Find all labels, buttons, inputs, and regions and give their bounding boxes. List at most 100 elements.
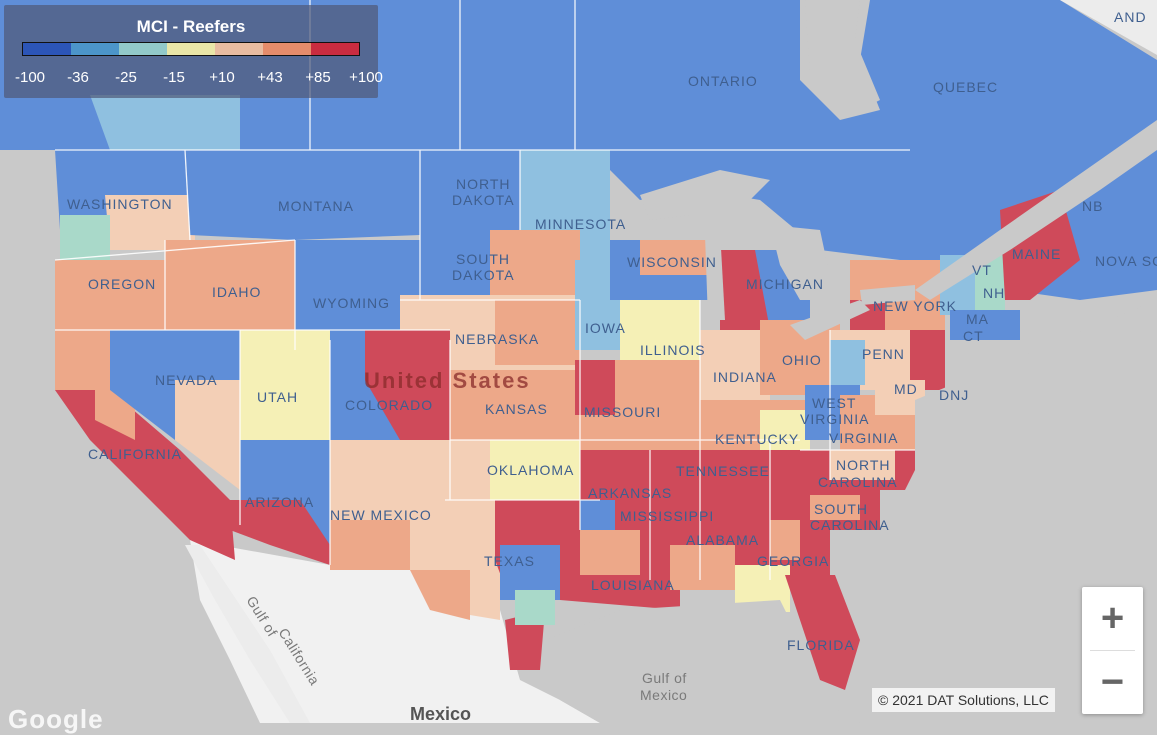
region-co-east [365,330,450,440]
region-texas-east [500,545,560,600]
legend-swatch-3 [167,43,215,55]
label-ma: MA [966,311,989,327]
label-newfoundland: AND [1114,9,1147,25]
region-nh [975,255,1005,310]
label-mississippi: MISSISSIPPI [620,508,714,524]
label-virginia: VIRGINIA [829,430,898,446]
legend-color-bar [22,42,360,56]
label-california: CALIFORNIA [88,446,182,462]
label-mexico: Mexico [410,704,471,723]
label-west-virginia-2: VIRGINIA [800,411,869,427]
region-south-dakota [420,230,490,300]
label-west-virginia-1: WEST [812,395,856,411]
hudson-bay-shore [805,0,880,115]
region-ne-east [495,300,580,365]
region-tennessee [650,450,800,500]
label-nh: NH [983,285,1005,301]
region-az-south [230,500,330,565]
label-gulf-mexico-2: Mexico [640,687,687,703]
region-tx-border [410,570,470,620]
state-borders [54,0,915,580]
legend-tick-2: -25 [115,69,137,86]
label-south-dakota-2: DAKOTA [452,267,515,283]
label-michigan: MICHIGAN [746,276,824,292]
region-florida [785,575,860,690]
label-montana: MONTANA [278,198,354,214]
label-new-mexico: NEW MEXICO [330,507,432,523]
map-attribution[interactable]: © 2021 DAT Solutions, LLC [872,688,1055,712]
region-kansas [450,370,580,440]
legend-swatch-2 [119,43,167,55]
region-mo-north [575,360,615,415]
label-utah: UTAH [257,389,298,405]
legend-ticks: -100 -36 -25 -15 +10 +43 +85 +100 [4,69,383,89]
legend-swatch-1 [71,43,119,55]
label-dnj: DNJ [939,387,969,403]
label-penn: PENN [862,346,905,362]
legend-tick-3: -15 [163,69,185,86]
region-north-dakota [420,150,525,230]
region-nm-south [330,520,410,570]
label-idaho: IDAHO [212,284,261,300]
label-oregon: OREGON [88,276,156,292]
label-ct: CT [963,328,984,344]
lake-superior [640,170,770,220]
region-pa-west [830,340,865,385]
zoom-control: + − [1082,587,1143,714]
label-iowa: IOWA [585,320,626,336]
st-lawrence [915,120,1157,300]
label-new-york: NEW YORK [873,298,957,314]
region-ontario [460,0,900,260]
label-nebraska: NEBRASKA [455,331,539,347]
region-bc-light [90,95,240,150]
label-nova-scotia: NOVA SC [1095,253,1157,269]
region-md [875,380,925,415]
label-arizona: ARIZONA [245,494,314,510]
legend-tick-5: +43 [257,69,283,86]
label-nevada: NEVADA [155,372,218,388]
label-nb: NB [1082,198,1103,214]
label-wisconsin: WISCONSIN [627,254,717,270]
label-tennessee: TENNESSEE [676,463,770,479]
newfoundland-area [1060,0,1157,55]
lake-erie [790,300,870,340]
legend-tick-7: +100 [349,69,383,86]
legend-title: MCI - Reefers [136,17,246,36]
label-alabama: ALABAMA [686,532,759,548]
label-maine: MAINE [1012,246,1061,262]
region-wi-south [640,240,715,275]
lake-michigan [705,230,725,320]
legend-swatch-4 [215,43,263,55]
region-wyoming [295,240,420,350]
label-south-carolina-2: CAROLINA [810,517,890,533]
label-south-carolina-1: SOUTH [814,501,868,517]
region-sc-central [810,495,860,520]
label-wyoming: WYOMING [313,295,390,311]
label-illinois: ILLINOIS [640,342,706,358]
region-ar-west [580,500,615,530]
zoom-out-button[interactable]: − [1100,660,1125,704]
pacific-coast [0,150,55,560]
region-california [55,390,235,560]
legend-tick-4: +10 [209,69,235,86]
region-nv-south [175,380,240,490]
zoom-divider [1090,650,1135,651]
region-ok-west [445,440,490,500]
region-utah [240,330,330,440]
region-idaho [165,240,295,330]
region-sd-east [490,230,580,305]
label-ohio: OHIO [782,352,822,368]
label-florida: FLORIDA [787,637,855,653]
label-gulf-mexico-1: Gulf of [642,670,687,686]
label-north-carolina-2: CAROLINA [818,474,898,490]
label-louisiana: LOUISIANA [591,577,675,593]
label-united-states: United States [364,368,531,393]
label-missouri: MISSOURI [584,404,661,420]
label-south-dakota-1: SOUTH [456,251,510,267]
region-ga-central [770,520,800,560]
region-indiana [700,330,770,400]
region-quebec [900,0,1157,300]
zoom-in-button[interactable]: + [1100,596,1125,640]
region-illinois [620,300,700,370]
